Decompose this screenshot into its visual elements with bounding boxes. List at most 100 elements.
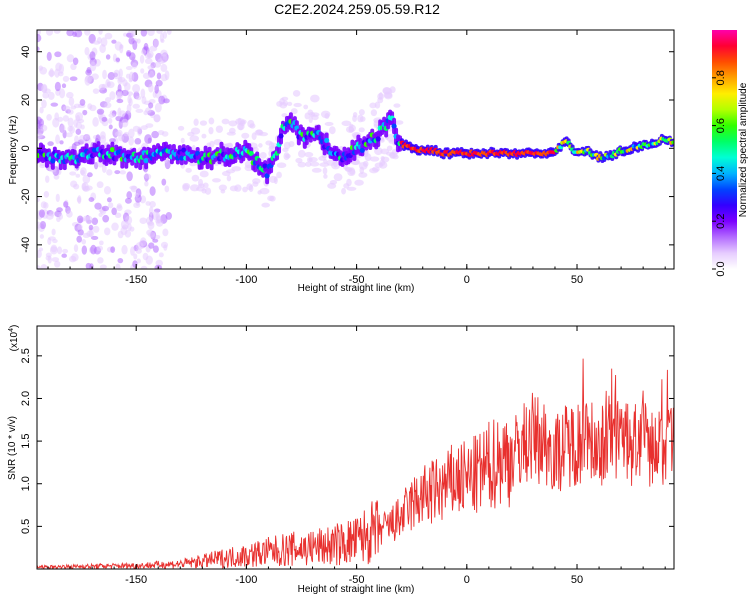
heatmap-speckle <box>144 58 153 65</box>
heatmap-speckle <box>133 202 141 209</box>
spectrogram-x-tick-label: 50 <box>571 274 583 286</box>
heatmap-speckle <box>105 54 111 60</box>
heatmap-core <box>324 137 330 143</box>
heatmap-halo <box>349 123 354 128</box>
heatmap-halo <box>358 162 368 170</box>
heatmap-halo <box>209 140 215 148</box>
heatmap-speckle <box>143 110 149 116</box>
heatmap-speckle <box>79 99 86 106</box>
heatmap-speckle <box>102 69 107 80</box>
heatmap-speckle <box>92 117 99 127</box>
heatmap-speckle <box>163 98 170 104</box>
heatmap-speckle <box>121 244 128 255</box>
heatmap-speckle <box>100 37 108 47</box>
snr-frame <box>36 325 675 570</box>
colorbar-ticks: 0.0 0.2 0.4 0.6 0.8 <box>712 70 727 277</box>
heatmap-speckle <box>158 95 166 105</box>
heatmap-speckle <box>148 102 154 109</box>
heatmap-halo <box>267 195 275 202</box>
snr-x-tick-label: -50 <box>349 574 365 586</box>
heatmap-speckle <box>139 217 147 224</box>
heatmap-speckle <box>117 257 124 264</box>
snr-y-tick-label: 0.5 <box>20 519 32 534</box>
heatmap-halo <box>255 129 263 135</box>
heatmap-halo <box>215 125 223 133</box>
heatmap-speckle <box>86 230 95 237</box>
heatmap-speckle <box>72 57 79 65</box>
heatmap-halo <box>198 178 204 187</box>
heatmap-halo <box>180 137 185 144</box>
heatmap-speckle <box>73 103 81 109</box>
colorbar-tick-label: 0.0 <box>715 261 727 276</box>
heatmap-halo <box>247 119 255 128</box>
heatmap-speckle <box>140 68 145 74</box>
heatmap-speckle <box>37 46 40 52</box>
heatmap-speckle <box>69 76 78 82</box>
heatmap-speckle <box>41 99 47 109</box>
heatmap-speckle <box>59 140 64 145</box>
heatmap-speckle <box>98 30 103 35</box>
heatmap-speckle <box>157 129 165 136</box>
heatmap-speckle <box>140 88 146 99</box>
colorbar-tick-label: 0.4 <box>715 166 727 181</box>
heatmap-speckle <box>69 171 77 176</box>
heatmap-speckle <box>61 253 67 258</box>
heatmap-halo <box>343 183 350 189</box>
heatmap-speckle <box>37 132 43 139</box>
heatmap-halo <box>201 133 207 139</box>
heatmap-speckle <box>116 129 123 137</box>
snr-y-axis-label: SNR (10 * v/v) <box>7 416 18 480</box>
snr-x-axis-label: Height of straight line (km) <box>298 584 415 595</box>
heatmap-speckle <box>142 72 151 79</box>
heatmap-speckle <box>62 248 69 254</box>
heatmap-speckle <box>149 186 156 196</box>
heatmap-halo <box>322 167 328 175</box>
heatmap-speckle <box>92 88 100 94</box>
heatmap-speckle <box>75 173 81 178</box>
heatmap-speckle <box>145 123 154 128</box>
heatmap-speckle <box>38 209 45 218</box>
heatmap-speckle <box>139 54 145 64</box>
heatmap-halo <box>237 117 242 125</box>
heatmap-speckle <box>62 75 70 82</box>
heatmap-speckle <box>164 70 170 81</box>
heatmap-speckle <box>130 246 135 256</box>
heatmap-halo <box>257 190 262 195</box>
heatmap-speckle <box>127 95 132 104</box>
heatmap-speckle <box>153 114 161 123</box>
heatmap-speckle <box>54 51 62 58</box>
heatmap-speckle <box>158 252 164 258</box>
heatmap-halo <box>208 117 215 125</box>
heatmap-speckle <box>130 30 136 37</box>
heatmap-speckle <box>126 50 132 57</box>
heatmap-speckle <box>119 170 127 175</box>
heatmap-speckle <box>125 73 131 79</box>
heatmap-halo <box>369 102 377 109</box>
heatmap-speckle <box>84 46 90 56</box>
heatmap-speckle <box>109 91 116 100</box>
heatmap-speckle <box>53 30 61 34</box>
heatmap-halo <box>386 133 396 142</box>
heatmap-speckle <box>39 220 47 230</box>
heatmap-halo <box>377 97 384 104</box>
colorbar-label: Normalized spectral amplitude <box>738 82 749 217</box>
heatmap-speckle <box>106 81 112 87</box>
heatmap-halo <box>226 175 232 182</box>
heatmap-speckle <box>39 106 44 114</box>
heatmap-speckle <box>141 49 147 55</box>
heatmap-halo <box>331 161 341 170</box>
heatmap-speckle <box>121 118 129 128</box>
heatmap-speckle <box>154 102 162 113</box>
heatmap-speckle <box>57 246 63 255</box>
heatmap-core <box>278 133 284 139</box>
heatmap-speckle <box>103 186 111 195</box>
heatmap-speckle <box>136 258 141 264</box>
heatmap-halo <box>189 184 200 192</box>
heatmap-speckle <box>54 112 60 121</box>
snr-line <box>37 358 674 569</box>
spectrogram-ticks: -150 -100 -50 0 50 -40 -20 0 20 40 <box>20 30 674 286</box>
heatmap-speckle <box>39 164 46 169</box>
heatmap-halo <box>324 121 334 126</box>
heatmap-speckle <box>37 265 41 269</box>
heatmap-speckle <box>80 124 85 130</box>
